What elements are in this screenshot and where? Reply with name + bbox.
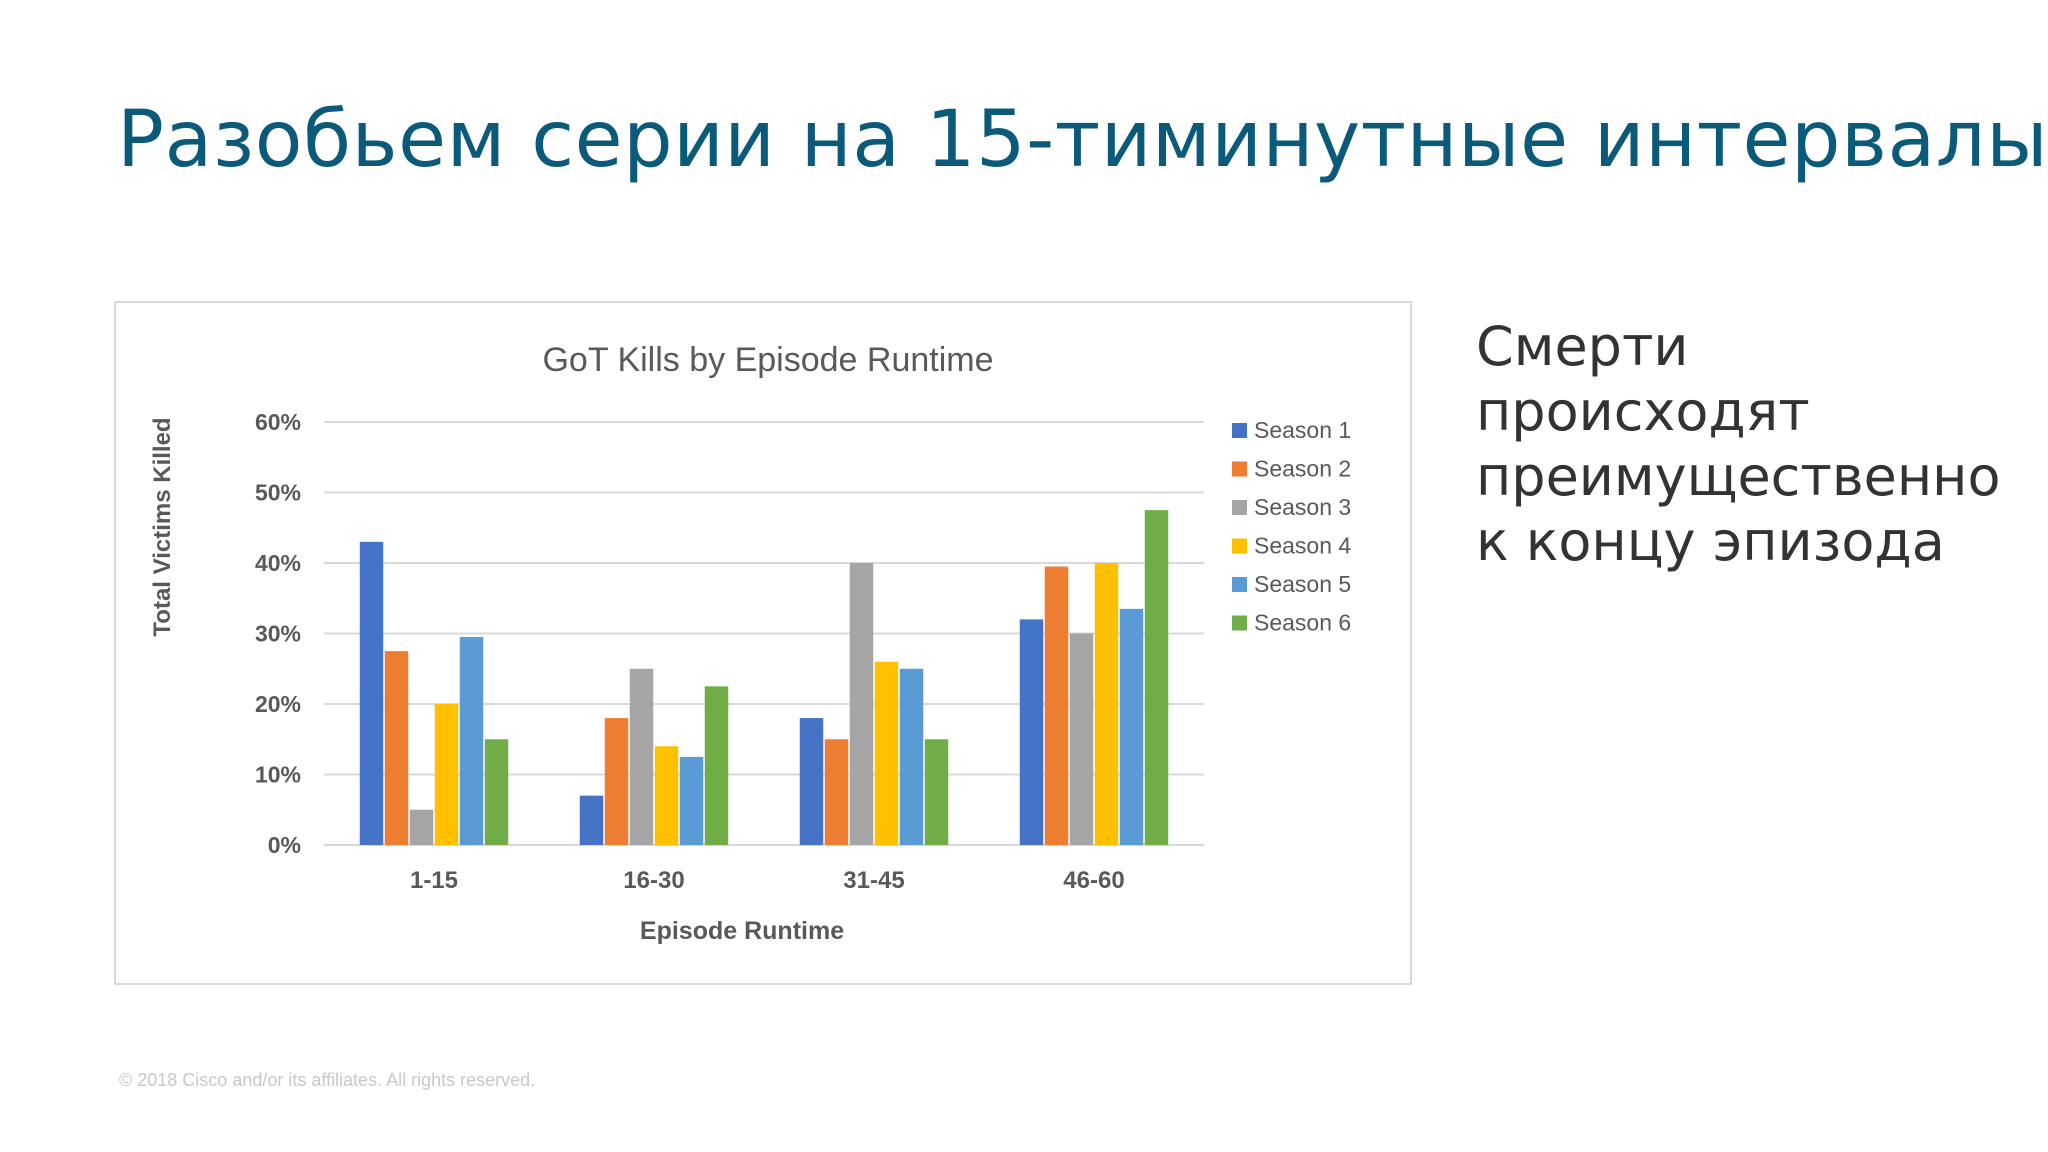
legend-label: Season 6 [1254,610,1351,636]
y-tick-label: 20% [255,691,301,717]
bar-chart: GoT Kills by Episode Runtime Total Victi… [149,341,1351,945]
bar-season-5-46-60 [1119,608,1144,845]
y-tick-label: 40% [255,550,301,576]
bar-season-3-1-15 [409,809,434,845]
bar-season-6-16-30 [704,686,729,845]
side-text: Смерти происходят преимущественно к конц… [1476,315,2001,573]
bar-season-5-1-15 [459,637,484,845]
bars [359,510,1169,845]
bar-season-6-31-45 [924,739,949,845]
legend-swatch [1232,615,1247,631]
y-tick-label: 10% [255,762,301,788]
bar-season-2-46-60 [1044,566,1069,845]
bar-season-4-16-30 [654,746,679,845]
bar-season-2-31-45 [824,739,849,845]
legend-swatch [1232,538,1247,554]
y-tick-label: 50% [255,480,301,506]
legend-label: Season 1 [1254,417,1351,443]
y-tick-label: 0% [268,832,301,858]
bar-season-3-46-60 [1069,633,1094,845]
bar-season-6-46-60 [1144,510,1169,845]
bar-season-5-31-45 [899,668,924,845]
bar-season-1-46-60 [1019,619,1044,845]
y-tick-label: 30% [255,621,301,647]
legend: Season 1 Season 2 Season 3 Season 4 Season 5… [1232,417,1351,636]
x-tick-label: 16-30 [623,867,684,894]
legend-label: Season 2 [1254,456,1351,482]
bar-season-3-16-30 [629,668,654,845]
chart-frame: GoT Kills by Episode Runtime Total Victi… [114,301,1412,985]
bar-season-2-1-15 [384,651,409,845]
x-tick-label: 46-60 [1063,867,1124,894]
bar-season-4-1-15 [434,704,459,845]
x-tick-label: 31-45 [843,867,904,894]
chart-title: GoT Kills by Episode Runtime [542,341,993,379]
legend-swatch [1232,500,1247,515]
y-tick-label: 60% [255,409,301,435]
bar-season-1-1-15 [359,541,384,845]
legend-swatch [1232,423,1247,438]
bar-season-3-31-45 [849,563,874,845]
x-tick-label: 1-15 [410,867,458,894]
bar-season-5-16-30 [679,756,704,845]
slide-title: Разобьем серии на 15-тиминутные интервал… [117,95,2048,185]
legend-label: Season 5 [1254,571,1351,597]
legend-label: Season 4 [1254,533,1351,559]
bar-season-4-46-60 [1094,563,1119,845]
x-tick-labels: 1-15 16-30 31-45 46-60 [410,867,1125,894]
legend-swatch [1232,577,1247,592]
legend-swatch [1232,461,1247,477]
bar-season-4-31-45 [874,661,899,845]
bar-season-2-16-30 [604,718,629,845]
bar-season-1-31-45 [799,718,824,845]
y-tick-labels: 0% 10% 20% 30% 40% 50% 60% [255,409,301,858]
y-axis-label: Total Victims Killed [149,417,176,636]
x-axis-label: Episode Runtime [640,917,844,945]
copyright-footer: © 2018 Cisco and/or its affiliates. All … [119,1070,536,1090]
legend-label: Season 3 [1254,494,1351,520]
bar-season-6-1-15 [484,739,509,845]
bar-season-1-16-30 [579,795,604,845]
